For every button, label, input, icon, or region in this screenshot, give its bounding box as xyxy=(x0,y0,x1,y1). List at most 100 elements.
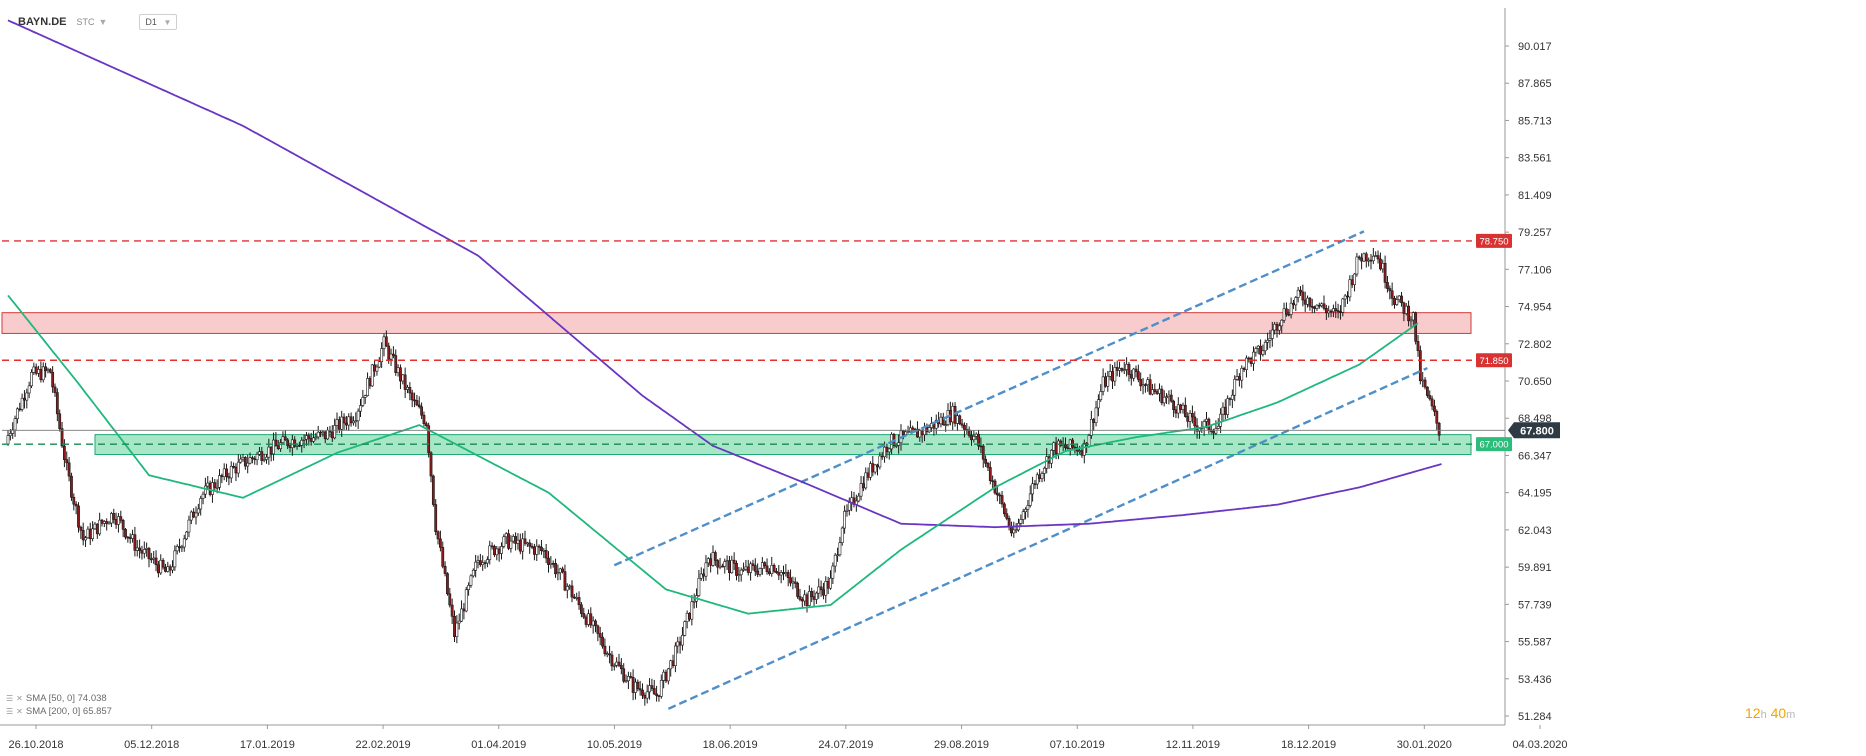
legend-item-sma50[interactable]: ☰ ✕ SMA [50, 0] 74.038 xyxy=(6,692,112,705)
candle-body xyxy=(826,581,830,589)
candle-body xyxy=(286,439,290,446)
candle-body xyxy=(67,462,71,477)
candle-body xyxy=(1024,508,1027,513)
candle-body xyxy=(1080,450,1084,456)
candle-body xyxy=(572,596,576,599)
candle-body xyxy=(276,445,280,449)
timeframe-selector[interactable]: D1 ▼ xyxy=(139,14,178,30)
candle-body xyxy=(751,563,755,566)
candle-body xyxy=(859,483,863,497)
remove-icon[interactable]: ✕ xyxy=(16,694,23,703)
candle-body xyxy=(514,536,518,544)
candle-body xyxy=(232,466,236,468)
remove-icon[interactable]: ✕ xyxy=(16,707,23,716)
candle-body xyxy=(688,612,691,620)
candle-body xyxy=(551,562,555,565)
candle-body xyxy=(878,455,882,468)
candle-body xyxy=(662,671,666,681)
candle-body xyxy=(556,572,560,575)
candle-body xyxy=(267,446,271,458)
candle-body xyxy=(464,589,468,612)
candle-body xyxy=(1310,306,1314,308)
candle-body xyxy=(105,521,109,524)
candle-body xyxy=(547,557,550,565)
candle-body xyxy=(918,430,922,438)
candle-body xyxy=(739,569,743,576)
candle-body xyxy=(356,410,360,422)
candle-body xyxy=(1315,304,1319,309)
y-tick-label: 90.017 xyxy=(1518,41,1552,53)
timer-hours-unit: h xyxy=(1760,709,1767,721)
candle-body xyxy=(925,426,929,433)
candle-body xyxy=(182,538,186,548)
candle-body xyxy=(732,559,736,564)
candle-body xyxy=(406,387,409,390)
candle-body xyxy=(1270,329,1274,339)
candle-body xyxy=(321,431,325,434)
candle-body xyxy=(624,680,628,683)
legend-item-sma200[interactable]: ☰ ✕ SMA [200, 0] 65.857 xyxy=(6,705,112,718)
candle-body xyxy=(634,681,637,693)
candle-body xyxy=(1355,256,1359,275)
candle-body xyxy=(822,589,825,596)
candle-body xyxy=(568,585,572,588)
candle-body xyxy=(676,641,680,647)
candle-body xyxy=(1404,305,1408,314)
candle-body xyxy=(765,565,769,572)
candle-body xyxy=(1285,308,1288,315)
candle-body xyxy=(1334,308,1338,311)
candle-body xyxy=(234,466,238,474)
candle-body xyxy=(326,429,330,440)
candle-body xyxy=(98,519,102,535)
candle-body xyxy=(767,571,771,574)
candle-body xyxy=(1042,467,1046,474)
candle-body xyxy=(728,560,731,574)
candle-body xyxy=(25,392,29,401)
candle-body xyxy=(354,420,358,423)
candle-body xyxy=(641,689,644,696)
candle-body xyxy=(279,442,283,449)
candle-body xyxy=(669,660,673,670)
y-tick-label: 85.713 xyxy=(1518,115,1552,127)
candle-body xyxy=(55,392,59,415)
candle-body xyxy=(1416,341,1420,351)
candle-body xyxy=(977,433,980,447)
feed-selector[interactable]: STC xyxy=(76,17,95,27)
candle-body xyxy=(831,565,835,579)
candle-body xyxy=(934,419,938,429)
feed-dropdown-icon[interactable]: ▼ xyxy=(98,17,108,27)
candle-body xyxy=(587,613,590,625)
candle-body xyxy=(1301,291,1305,301)
candle-body xyxy=(525,542,529,545)
timer-hours: 12 xyxy=(1745,705,1761,721)
candle-body xyxy=(20,397,24,410)
candle-body xyxy=(1282,308,1286,321)
x-tick-label: 29.08.2019 xyxy=(934,739,989,751)
candle-body xyxy=(93,523,97,530)
settings-icon[interactable]: ☰ xyxy=(6,694,14,703)
candle-body xyxy=(558,568,562,573)
candle-body xyxy=(671,660,675,666)
candle-body xyxy=(157,564,160,574)
candle-body xyxy=(168,566,172,571)
candle-body xyxy=(126,536,130,539)
candle-body xyxy=(258,451,261,455)
candle-body xyxy=(1277,325,1281,331)
candle-body xyxy=(220,475,224,478)
candle-body xyxy=(443,565,447,574)
candle-body xyxy=(615,661,619,666)
settings-icon[interactable]: ☰ xyxy=(6,707,14,716)
candle-body xyxy=(1303,299,1307,305)
timeframe-dropdown-icon: ▼ xyxy=(163,18,172,27)
x-tick-label: 01.04.2019 xyxy=(471,739,526,751)
y-tick-label: 51.284 xyxy=(1518,711,1552,723)
candle-body xyxy=(631,677,635,693)
candle-body xyxy=(1353,273,1356,285)
candle-body xyxy=(1005,513,1009,519)
symbol-label[interactable]: BAYN.DE xyxy=(18,16,67,28)
candle-body xyxy=(206,482,210,487)
candle-body xyxy=(251,457,254,459)
candle-body xyxy=(283,436,287,441)
candle-body xyxy=(138,547,142,551)
